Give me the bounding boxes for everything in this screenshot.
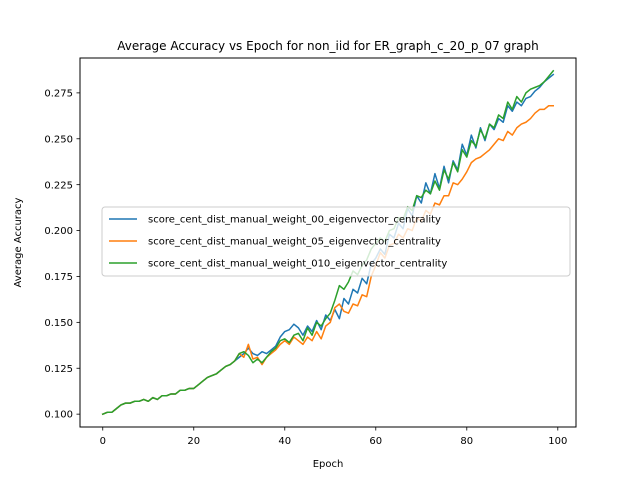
- y-tick-label: 0.250: [44, 134, 73, 145]
- y-tick-label: 0.225: [44, 180, 73, 191]
- plot-lines: [101, 69, 555, 416]
- legend: score_cent_dist_manual_weight_00_eigenve…: [101, 206, 571, 277]
- x-tick-label: 60: [369, 436, 382, 447]
- y-axis-label: Average Accuracy: [13, 197, 24, 287]
- legend-label: score_cent_dist_manual_weight_010_eigenv…: [148, 259, 447, 270]
- plot-frame: [79, 57, 577, 428]
- x-tick-label: 100: [548, 436, 567, 447]
- x-axis-label: Epoch: [313, 459, 344, 470]
- x-tick-label: 0: [100, 436, 106, 447]
- y-tick-label: 0.175: [44, 272, 73, 283]
- legend-label: score_cent_dist_manual_weight_00_eigenve…: [148, 215, 441, 226]
- y-tick-label: 0.150: [44, 318, 73, 329]
- y-tick-label: 0.125: [44, 364, 73, 375]
- x-tick-label: 20: [187, 436, 200, 447]
- x-tick-label: 40: [278, 436, 291, 447]
- y-tick-label: 0.200: [44, 226, 73, 237]
- x-axis-ticks: 0 20 40 60 80 100: [100, 427, 567, 447]
- series-line-2: [101, 69, 555, 416]
- x-tick-label: 80: [460, 436, 473, 447]
- legend-box: [101, 206, 571, 277]
- chart-title: Average Accuracy vs Epoch for non_iid fo…: [117, 39, 538, 53]
- y-tick-label: 0.100: [44, 410, 73, 421]
- legend-label: score_cent_dist_manual_weight_05_eigenve…: [148, 237, 441, 248]
- y-tick-label: 0.275: [44, 88, 73, 99]
- y-axis-ticks: 0.100 0.125 0.150 0.175 0.200 0.225 0.250 0.275: [44, 88, 80, 421]
